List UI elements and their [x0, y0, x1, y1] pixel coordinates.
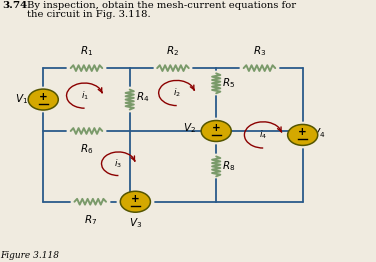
Text: $R_8$: $R_8$	[222, 160, 235, 173]
Text: $R_4$: $R_4$	[136, 90, 150, 104]
Text: By inspection, obtain the mesh-current equations for: By inspection, obtain the mesh-current e…	[27, 1, 296, 9]
Text: $V_2$: $V_2$	[183, 122, 196, 135]
Circle shape	[288, 124, 318, 145]
Text: +: +	[212, 123, 221, 133]
Circle shape	[120, 191, 150, 212]
Text: $R_1$: $R_1$	[80, 44, 93, 58]
Text: $R_5$: $R_5$	[222, 77, 235, 90]
Circle shape	[201, 121, 231, 141]
Text: $R_3$: $R_3$	[253, 44, 266, 58]
Text: +: +	[39, 92, 48, 102]
Text: Figure 3.118: Figure 3.118	[0, 251, 59, 260]
Text: 3.74: 3.74	[2, 1, 27, 9]
Text: $V_1$: $V_1$	[15, 93, 28, 106]
Text: $i_4$: $i_4$	[259, 129, 267, 141]
Circle shape	[28, 89, 58, 110]
Text: +: +	[131, 194, 140, 204]
Text: $i_2$: $i_2$	[173, 87, 181, 99]
Text: $R_7$: $R_7$	[83, 213, 97, 227]
Text: the circuit in Fig. 3.118.: the circuit in Fig. 3.118.	[27, 10, 151, 19]
Text: $R_6$: $R_6$	[80, 142, 93, 156]
Text: $V_4$: $V_4$	[312, 126, 325, 140]
Text: $i_3$: $i_3$	[114, 157, 123, 170]
Text: $i_1$: $i_1$	[80, 89, 89, 102]
Text: $V_3$: $V_3$	[129, 216, 142, 230]
Text: $R_2$: $R_2$	[167, 44, 179, 58]
Text: +: +	[298, 127, 307, 137]
